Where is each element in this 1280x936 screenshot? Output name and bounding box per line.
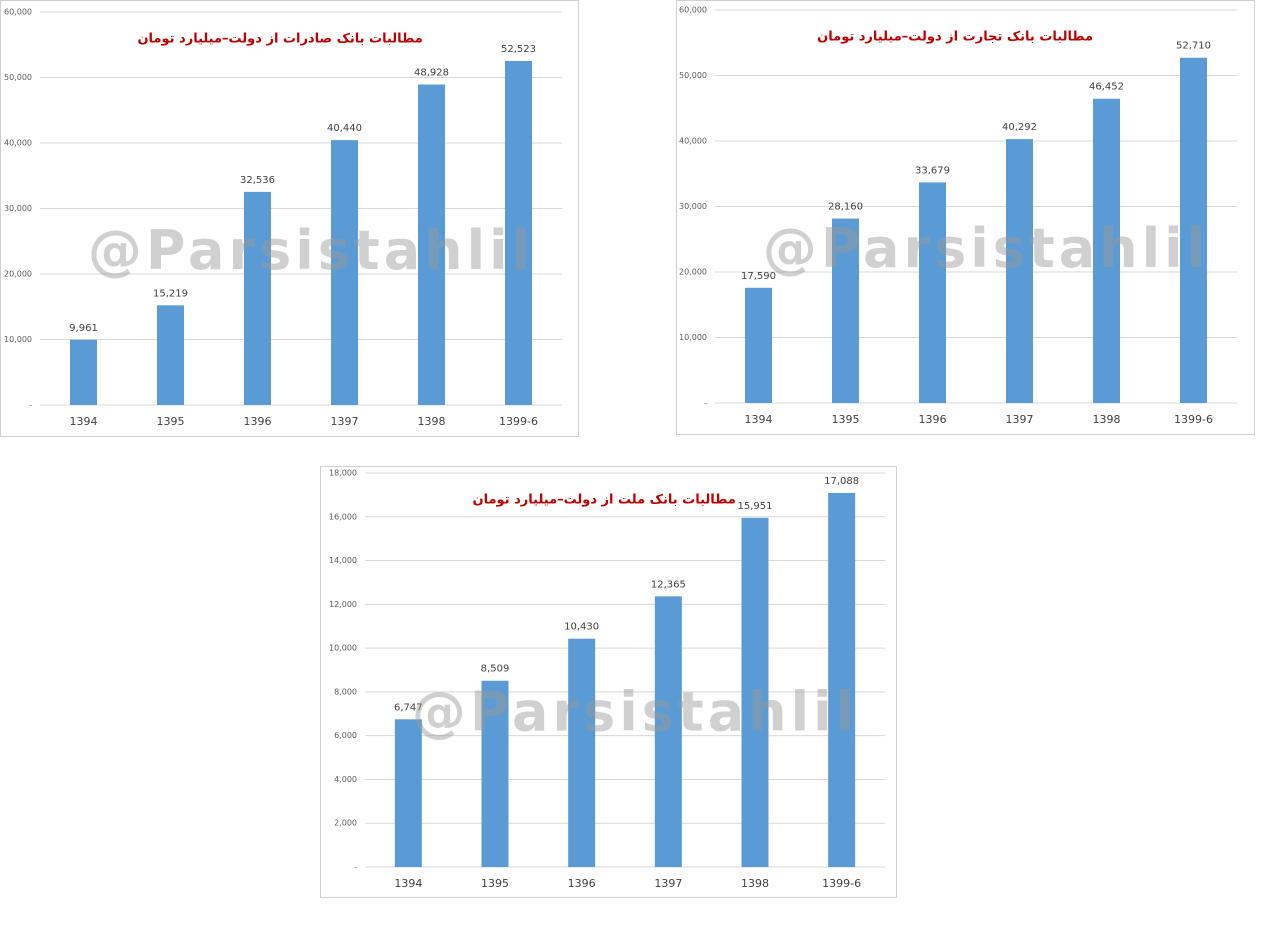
bar — [828, 492, 856, 867]
chart-title: مطالبات بانک ملت از دولت–میلیارد تومان — [473, 493, 736, 508]
watermark: @Parsistahlil — [763, 217, 1209, 280]
value-label: 15,951 — [738, 501, 773, 512]
value-label: 17,590 — [741, 271, 776, 282]
bar — [157, 305, 184, 405]
y-tick-label: 18,000 — [329, 469, 357, 478]
y-tick-label: 14,000 — [329, 556, 357, 565]
x-tick-label: 1397 — [654, 877, 682, 890]
bar — [1180, 57, 1207, 403]
y-tick-label: 20,000 — [679, 268, 707, 277]
value-label: 33,679 — [915, 165, 950, 176]
y-tick-label: 20,000 — [4, 270, 32, 279]
x-tick-label: 1395 — [157, 415, 185, 428]
value-label: 12,365 — [651, 579, 686, 590]
bar — [568, 638, 596, 867]
value-label: 17,088 — [824, 476, 859, 487]
y-tick-label: 12,000 — [329, 600, 357, 609]
x-tick-label: 1397 — [1006, 413, 1034, 426]
y-tick-label: 50,000 — [679, 71, 707, 80]
bar — [70, 339, 97, 405]
bar — [745, 287, 772, 403]
value-label: 52,710 — [1176, 41, 1211, 52]
value-label: 6,747 — [394, 702, 423, 713]
bar — [832, 218, 859, 403]
bar — [244, 191, 271, 405]
y-tick-label: 16,000 — [329, 512, 357, 521]
chart-title: مطالبات بانک صادرات از دولت–میلیارد توما… — [137, 32, 422, 47]
x-tick-label: 1396 — [568, 877, 596, 890]
bar — [331, 140, 358, 406]
x-tick-label: 1399-6 — [1174, 413, 1213, 426]
watermark: @Parsistahlil — [412, 681, 858, 744]
x-tick-label: 1398 — [418, 415, 446, 428]
value-label: 40,440 — [327, 123, 362, 134]
y-tick-label: 40,000 — [679, 137, 707, 146]
x-tick-label: 1396 — [919, 413, 947, 426]
y-tick-label: 60,000 — [679, 6, 707, 15]
bar — [394, 719, 422, 867]
value-label: 15,219 — [153, 288, 188, 299]
x-tick-label: 1398 — [1093, 413, 1121, 426]
value-label: 46,452 — [1089, 82, 1124, 93]
bar — [1093, 98, 1120, 403]
chart-frame — [0, 0, 579, 437]
y-tick-label: 10,000 — [4, 335, 32, 344]
y-tick-label: 50,000 — [4, 73, 32, 82]
value-label: 52,523 — [501, 44, 536, 55]
value-label: 9,961 — [69, 323, 98, 334]
value-label: 32,536 — [240, 175, 275, 186]
bar — [919, 182, 946, 403]
y-tick-label: 2,000 — [334, 819, 357, 828]
y-tick-label: 10,000 — [679, 333, 707, 342]
y-tick-label: 60,000 — [4, 8, 32, 17]
x-tick-label: 1399-6 — [499, 415, 538, 428]
x-tick-label: 1399-6 — [822, 877, 861, 890]
x-tick-label: 1394 — [70, 415, 98, 428]
value-label: 8,509 — [481, 664, 510, 675]
bar — [481, 680, 509, 867]
y-tick-label: 8,000 — [334, 687, 357, 696]
bar — [1006, 139, 1033, 403]
watermark: @Parsistahlil — [88, 219, 534, 282]
x-tick-label: 1395 — [481, 877, 509, 890]
y-tick-label: 4,000 — [334, 775, 357, 784]
bar — [505, 60, 532, 405]
x-tick-label: 1396 — [244, 415, 272, 428]
y-tick-label: 10,000 — [329, 644, 357, 653]
chart-frame — [320, 466, 897, 898]
value-label: 10,430 — [564, 622, 599, 633]
x-tick-label: 1395 — [832, 413, 860, 426]
value-label: 40,292 — [1002, 122, 1037, 133]
value-label: 48,928 — [414, 68, 449, 79]
value-label: 28,160 — [828, 202, 863, 213]
chart-frame — [676, 0, 1255, 435]
y-tick-label: - — [354, 863, 357, 872]
x-tick-label: 1394 — [745, 413, 773, 426]
x-tick-label: 1394 — [394, 877, 422, 890]
y-tick-label: - — [704, 399, 707, 408]
chart-title: مطالبات بانک تجارت از دولت–میلیارد تومان — [817, 30, 1093, 45]
y-tick-label: 30,000 — [679, 202, 707, 211]
y-tick-label: 30,000 — [4, 204, 32, 213]
bar — [418, 84, 445, 405]
y-tick-label: 40,000 — [4, 139, 32, 148]
bar — [654, 596, 682, 867]
y-tick-label: 6,000 — [334, 731, 357, 740]
x-tick-label: 1397 — [331, 415, 359, 428]
y-tick-label: - — [29, 401, 32, 410]
x-tick-label: 1398 — [741, 877, 769, 890]
bar — [741, 517, 769, 867]
